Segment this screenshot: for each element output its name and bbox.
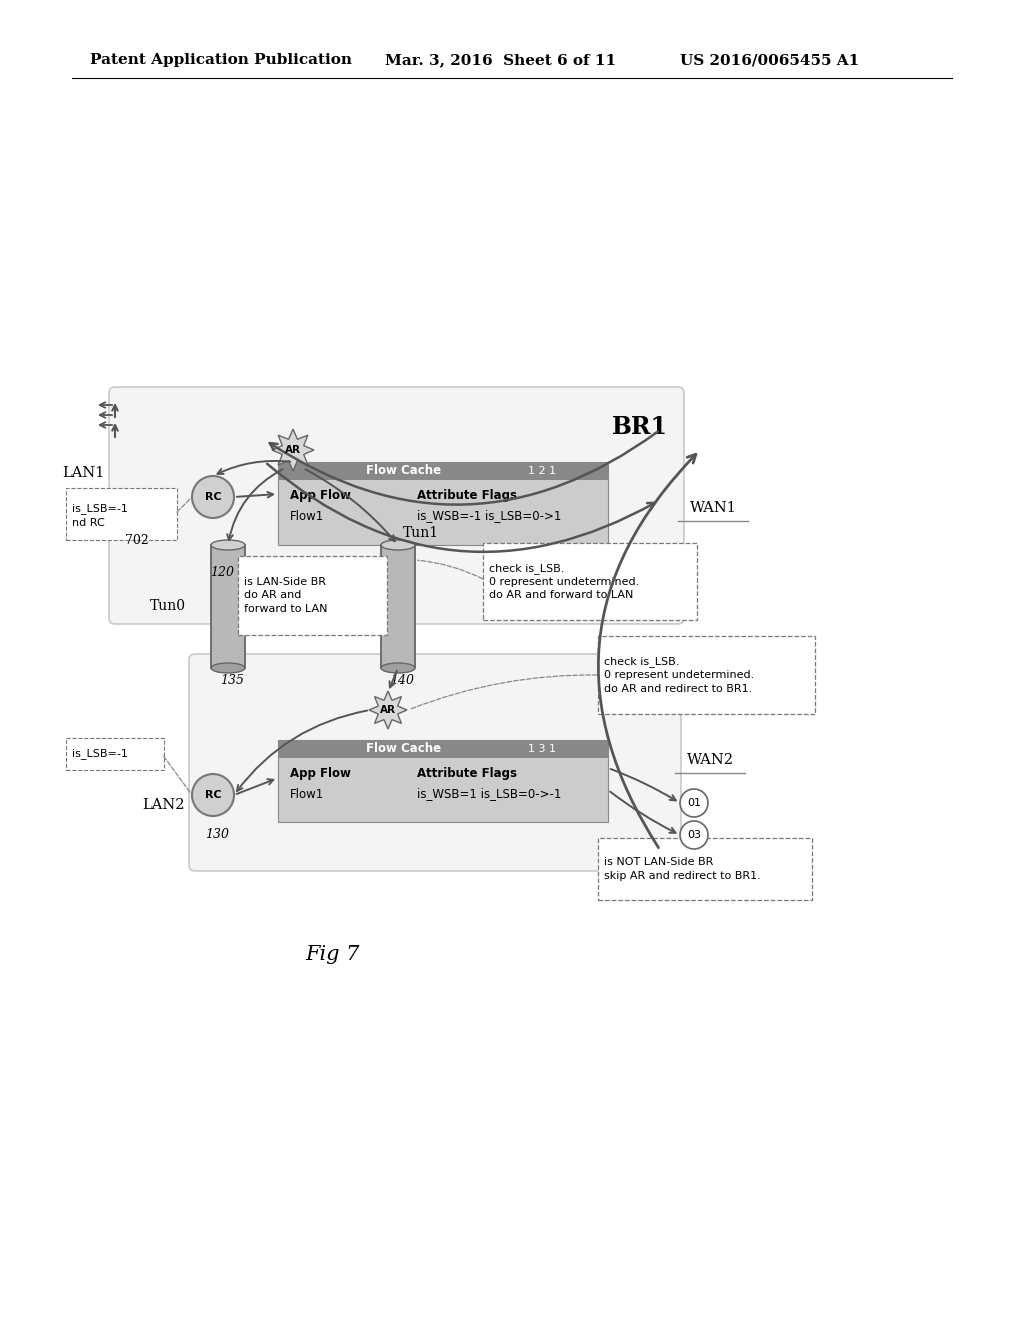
FancyArrowPatch shape (610, 792, 676, 833)
Text: App Flow: App Flow (290, 767, 351, 780)
Text: Flow Cache: Flow Cache (366, 465, 441, 478)
Text: RC: RC (205, 789, 221, 800)
FancyArrowPatch shape (305, 470, 395, 541)
Text: Flow1: Flow1 (290, 788, 325, 800)
Bar (211, 545, 245, 668)
FancyBboxPatch shape (189, 653, 681, 871)
Text: Attribute Flags: Attribute Flags (417, 490, 516, 503)
Text: Fig 7: Fig 7 (305, 945, 359, 965)
FancyBboxPatch shape (66, 738, 164, 770)
Text: Tun0: Tun0 (150, 599, 186, 614)
Polygon shape (272, 429, 314, 471)
Polygon shape (369, 690, 407, 729)
Text: check is_LSB.
0 represent undetermined.
do AR and forward to LAN: check is_LSB. 0 represent undetermined. … (489, 562, 639, 601)
FancyArrowPatch shape (217, 461, 290, 474)
FancyArrowPatch shape (237, 779, 273, 795)
Circle shape (680, 821, 708, 849)
Text: is_WSB=1 is_LSB=0->-1: is_WSB=1 is_LSB=0->-1 (417, 788, 561, 800)
Text: is_LSB=-1: is_LSB=-1 (72, 503, 128, 515)
Text: LAN1: LAN1 (62, 466, 105, 480)
Bar (381, 545, 415, 668)
FancyBboxPatch shape (278, 462, 608, 480)
Text: 1 2 1: 1 2 1 (528, 466, 556, 477)
Text: Mar. 3, 2016  Sheet 6 of 11: Mar. 3, 2016 Sheet 6 of 11 (385, 53, 616, 67)
Text: nd RC: nd RC (72, 517, 104, 528)
Text: WAN1: WAN1 (690, 502, 737, 515)
Text: is LAN-Side BR
do AR and
forward to LAN: is LAN-Side BR do AR and forward to LAN (244, 577, 328, 614)
Text: 135: 135 (220, 673, 244, 686)
Text: AR: AR (285, 445, 301, 455)
FancyBboxPatch shape (483, 543, 697, 620)
Circle shape (193, 774, 234, 816)
FancyArrowPatch shape (237, 492, 273, 498)
Text: RC: RC (205, 492, 221, 502)
FancyArrowPatch shape (598, 454, 696, 847)
Text: LAN2: LAN2 (142, 799, 185, 812)
FancyBboxPatch shape (238, 556, 387, 635)
FancyBboxPatch shape (278, 741, 608, 822)
Text: Flow1: Flow1 (290, 510, 325, 523)
Text: check is_LSB.
0 represent undetermined.
do AR and redirect to BR1.: check is_LSB. 0 represent undetermined. … (604, 656, 755, 693)
Ellipse shape (381, 540, 415, 550)
Text: Tun1: Tun1 (403, 525, 439, 540)
Ellipse shape (211, 663, 245, 673)
Text: is NOT LAN-Side BR
skip AR and redirect to BR1.: is NOT LAN-Side BR skip AR and redirect … (604, 858, 761, 880)
FancyBboxPatch shape (109, 387, 684, 624)
Text: 120: 120 (210, 565, 234, 578)
FancyBboxPatch shape (598, 838, 812, 900)
Text: AR: AR (380, 705, 396, 715)
Ellipse shape (211, 540, 245, 550)
Text: Flow Cache: Flow Cache (366, 742, 441, 755)
Text: WAN2: WAN2 (687, 752, 734, 767)
FancyArrowPatch shape (610, 770, 676, 800)
FancyBboxPatch shape (66, 488, 177, 540)
Ellipse shape (381, 663, 415, 673)
FancyArrowPatch shape (177, 499, 190, 512)
Text: 140: 140 (390, 673, 414, 686)
FancyArrowPatch shape (682, 842, 688, 847)
Circle shape (680, 789, 708, 817)
Text: Attribute Flags: Attribute Flags (417, 767, 516, 780)
Text: is_LSB=-1: is_LSB=-1 (72, 748, 128, 759)
Text: BR1: BR1 (612, 414, 668, 440)
Text: 03: 03 (687, 830, 701, 840)
FancyBboxPatch shape (278, 462, 608, 545)
Text: US 2016/0065455 A1: US 2016/0065455 A1 (680, 53, 859, 67)
Text: BR2: BR2 (609, 682, 665, 706)
Text: 702: 702 (125, 533, 148, 546)
Text: 01: 01 (687, 799, 701, 808)
FancyArrowPatch shape (411, 675, 597, 709)
Circle shape (193, 477, 234, 517)
FancyArrowPatch shape (418, 560, 482, 578)
FancyArrowPatch shape (227, 470, 283, 540)
FancyArrowPatch shape (164, 756, 190, 793)
Text: Patent Application Publication: Patent Application Publication (90, 53, 352, 67)
FancyArrowPatch shape (389, 671, 397, 688)
Text: 1 3 1: 1 3 1 (528, 744, 556, 754)
FancyArrowPatch shape (269, 432, 657, 504)
Text: 130: 130 (205, 829, 229, 842)
FancyArrowPatch shape (267, 463, 655, 552)
Text: is_WSB=-1 is_LSB=0->1: is_WSB=-1 is_LSB=0->1 (417, 510, 561, 523)
FancyBboxPatch shape (278, 741, 608, 758)
FancyArrowPatch shape (237, 710, 368, 791)
FancyBboxPatch shape (598, 636, 815, 714)
Text: App Flow: App Flow (290, 490, 351, 503)
